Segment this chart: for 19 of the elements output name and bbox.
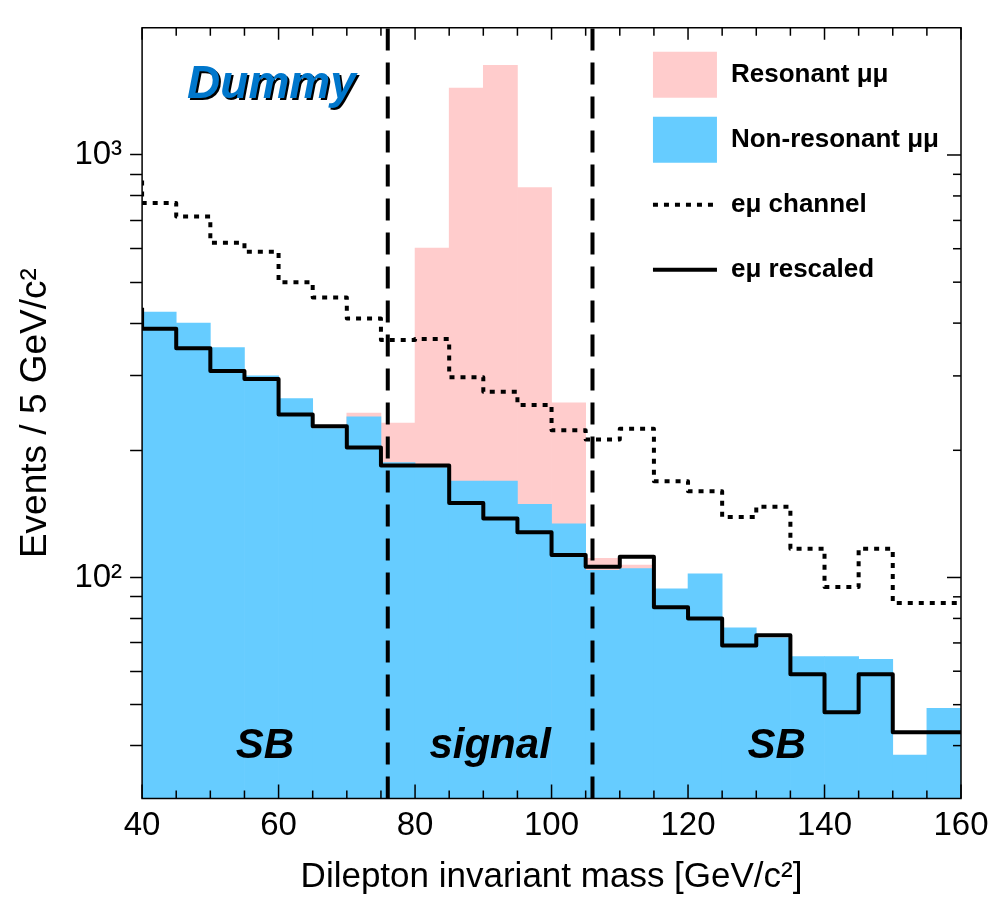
legend-label: eμ rescaled [730,252,875,283]
x-axis-title: Dilepton invariant mass [GeV/c²] [300,854,803,894]
annotation: signal [429,719,553,767]
x-tick-label: 100 [524,805,580,843]
x-tick-label: 120 [660,805,716,843]
y-axis-title: Events / 5 GeV/c² [13,268,55,559]
legend-label: Non-resonant μμ [730,122,940,153]
y-tick-label: 10³ [74,134,123,172]
x-tick-label: 40 [123,805,161,843]
annotation: SB [235,719,295,767]
legend-label: Resonant μμ [730,57,889,88]
x-tick-label: 60 [260,805,297,843]
annotation: SB [747,719,806,767]
x-tick-label: 160 [933,805,989,843]
legend-label: eμ channel [730,187,867,218]
y-tick-label: 10² [74,556,123,594]
x-tick-label: 140 [796,805,853,843]
x-tick-label: 80 [396,805,434,843]
annotation: Dummy [189,58,361,111]
